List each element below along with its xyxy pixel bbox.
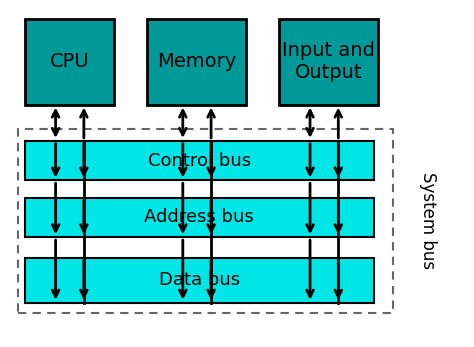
Text: Control bus: Control bus	[148, 152, 251, 170]
Text: System bus: System bus	[419, 172, 437, 269]
Text: Input and
Output: Input and Output	[283, 41, 375, 82]
FancyBboxPatch shape	[25, 197, 374, 237]
FancyBboxPatch shape	[147, 19, 246, 105]
Text: Data bus: Data bus	[159, 271, 240, 289]
FancyBboxPatch shape	[25, 19, 115, 105]
Text: CPU: CPU	[50, 52, 90, 71]
FancyBboxPatch shape	[25, 141, 374, 180]
Text: Address bus: Address bus	[145, 209, 254, 226]
FancyBboxPatch shape	[279, 19, 378, 105]
FancyBboxPatch shape	[25, 258, 374, 303]
Text: Memory: Memory	[157, 52, 237, 71]
